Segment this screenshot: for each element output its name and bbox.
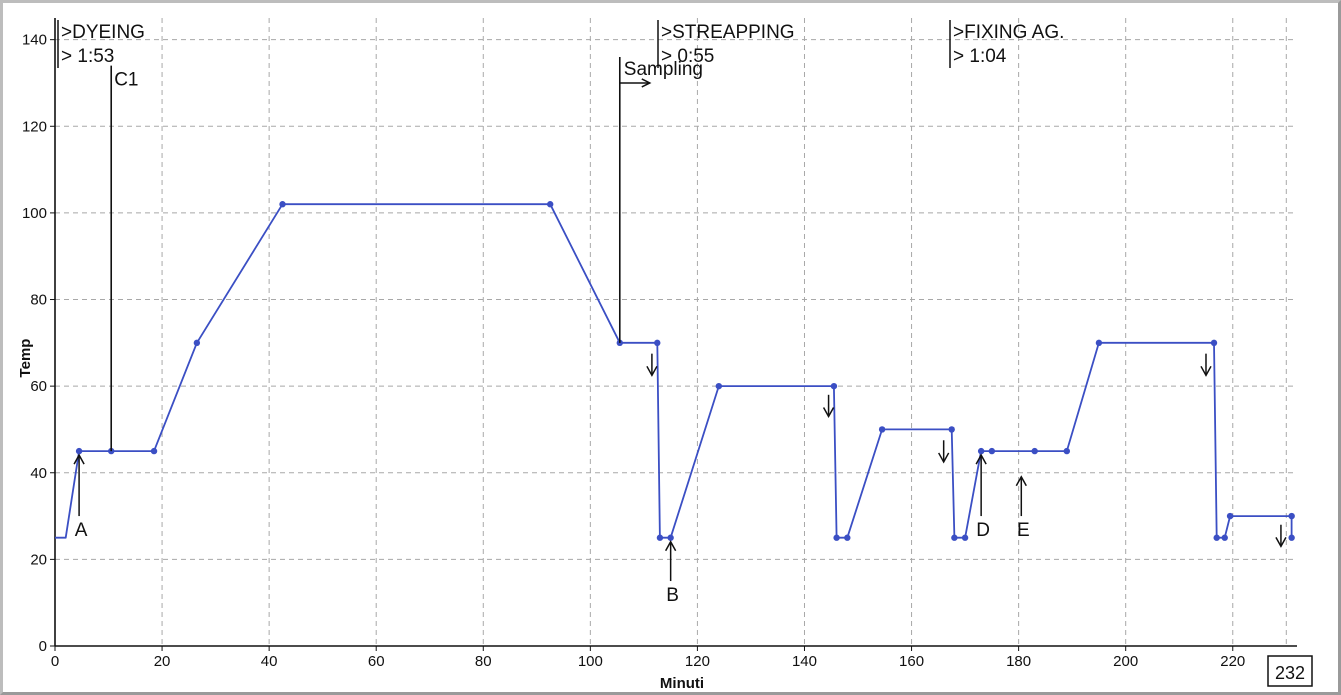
x-axis-label: Minuti [660,675,704,692]
data-point [1288,512,1295,520]
annotation-label: Sampling [624,59,703,80]
end-label-box [1267,655,1313,687]
y-tick-label: 80 [30,292,47,309]
data-point [951,534,958,541]
data-point [546,201,554,208]
data-point [878,426,886,433]
arrow-head [1015,475,1027,487]
phase-duration: > 0:55 [661,46,714,67]
series [55,201,1295,541]
arrow-head [1200,365,1212,377]
x-tick-label: 100 [578,653,603,670]
arrow-head [646,365,658,377]
x-tick-label: 20 [154,653,171,670]
data-point [1221,534,1228,541]
annotation-label: D [976,520,990,541]
x-tick-label: 0 [51,653,59,670]
arrow-head [73,453,85,465]
data-point [988,447,996,455]
x-tick-label: 40 [261,653,278,670]
data-point [1031,447,1038,455]
y-tick-label: 0 [39,638,47,655]
phase-duration: > 1:53 [61,46,114,67]
annotation-label: C1 [114,70,138,91]
data-point [1210,339,1218,347]
x-tick-label: 220 [1220,653,1245,670]
phase-name: >STREAPPING [661,22,795,43]
data-point [1095,339,1103,347]
data-point [656,534,664,541]
annotation-label: A [75,520,88,541]
axes [54,18,1297,647]
annotation-label: B [666,585,679,606]
y-tick-label: 140 [22,32,47,49]
x-tick-label: 80 [475,653,492,670]
y-tick-label: 20 [30,551,47,568]
phase-duration: > 1:04 [953,46,1007,67]
arrow-head [975,453,987,465]
data-point [948,426,955,433]
end-label: 232 [1275,663,1305,683]
series-line [55,203,1293,539]
data-point [961,534,969,541]
data-point [193,339,201,347]
annotation-label: E [1017,520,1030,541]
phase-name: >FIXING AG. [953,22,1064,43]
arrow-head [822,407,835,418]
data-point [75,447,83,455]
arrow-head [938,452,950,464]
data-point [977,447,985,455]
arrow-head [641,78,652,88]
data-point [1213,534,1220,541]
y-tick-label: 40 [30,465,47,482]
tick-labels: 0 20 40 60 80 100 120 140 160 180 200 220 0 20 40 60 80 1… [22,32,1245,670]
x-tick-label: 60 [368,653,385,670]
x-tick-label: 180 [1006,653,1031,670]
y-tick-label: 60 [30,378,47,395]
data-point [1288,534,1295,541]
data-point [1063,447,1071,455]
data-point [667,534,674,541]
data-point [830,382,838,390]
y-tick-label: 100 [22,205,47,222]
arrow-head [1275,537,1287,548]
annotations: A B D E C1 Sampling [73,56,1287,606]
arrow-head [664,540,677,552]
data-point [150,447,158,455]
y-tick-label: 120 [22,118,47,135]
data-point [715,382,723,390]
x-tick-label: 200 [1113,653,1138,670]
x-tick-label: 120 [685,653,710,670]
data-point [833,534,840,541]
data-point [844,534,851,541]
data-point [654,339,661,347]
y-axis-label: Temp [17,339,34,378]
gridlines [55,18,1297,646]
data-point [1226,512,1234,520]
phase-headers: >DYEING > 1:53 >STREAPPING > 0:55 >FIXING AG… [57,20,1064,68]
x-tick-label: 160 [899,653,924,670]
data-point [279,201,286,208]
x-tick-label: 140 [792,653,817,670]
phase-name: >DYEING [61,22,145,43]
